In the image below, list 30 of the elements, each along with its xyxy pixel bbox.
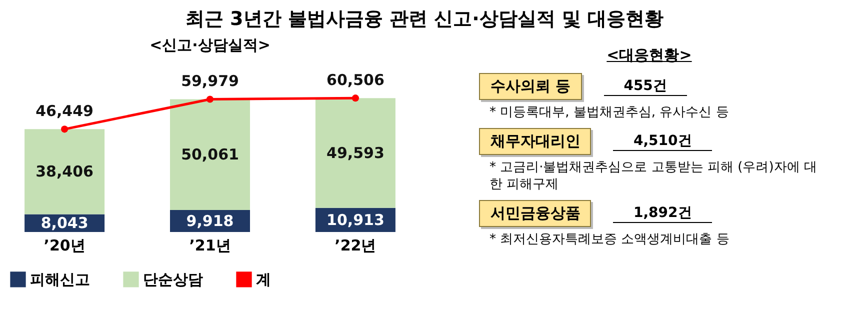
data-label: 9,918 [186, 212, 234, 230]
data-label: 60,506 [326, 71, 384, 90]
data-label: 46,449 [36, 102, 94, 120]
x-tick-label: ’22년 [334, 236, 376, 254]
text: * 미등록대부, 불법채권추심, 유사수신 등 [489, 104, 730, 122]
data-label: 10,913 [326, 210, 384, 229]
text: <대응현황> [606, 46, 693, 65]
text: 4,510건 [613, 132, 712, 151]
bar [170, 99, 250, 210]
data-label: 59,979 [181, 72, 239, 90]
text: 455건 [604, 77, 687, 96]
text: 수사의뢰 등 [479, 73, 582, 100]
data-label: 49,593 [326, 144, 384, 162]
text: 1,892건 [613, 204, 712, 223]
legend-label: 계 [256, 270, 271, 288]
data-label: 50,061 [181, 146, 239, 164]
bar [315, 98, 396, 208]
text: 채무자대리인 [479, 128, 592, 155]
data-label: 38,406 [36, 162, 94, 181]
legend-label: 피해신고 [30, 270, 90, 288]
text: 서민금융상품 [479, 200, 592, 227]
text: <신고·상담실적> [150, 36, 270, 54]
legend-label: 단순상담 [143, 270, 203, 288]
x-tick-label: ’20년 [44, 236, 86, 254]
data-label: 8,043 [40, 214, 88, 232]
x-tick-label: ’21년 [189, 236, 231, 254]
text: * 고금리·불법채권추심으로 고통받는 피해 (우려)자에 대한 피해구제 [489, 158, 818, 194]
bar [24, 129, 105, 214]
text: * 최저신용자특례보증 소액생계비대출 등 [489, 230, 730, 248]
text: 최근 3년간 불법사금융 관련 신고·상담실적 및 대응현황 [184, 7, 665, 32]
